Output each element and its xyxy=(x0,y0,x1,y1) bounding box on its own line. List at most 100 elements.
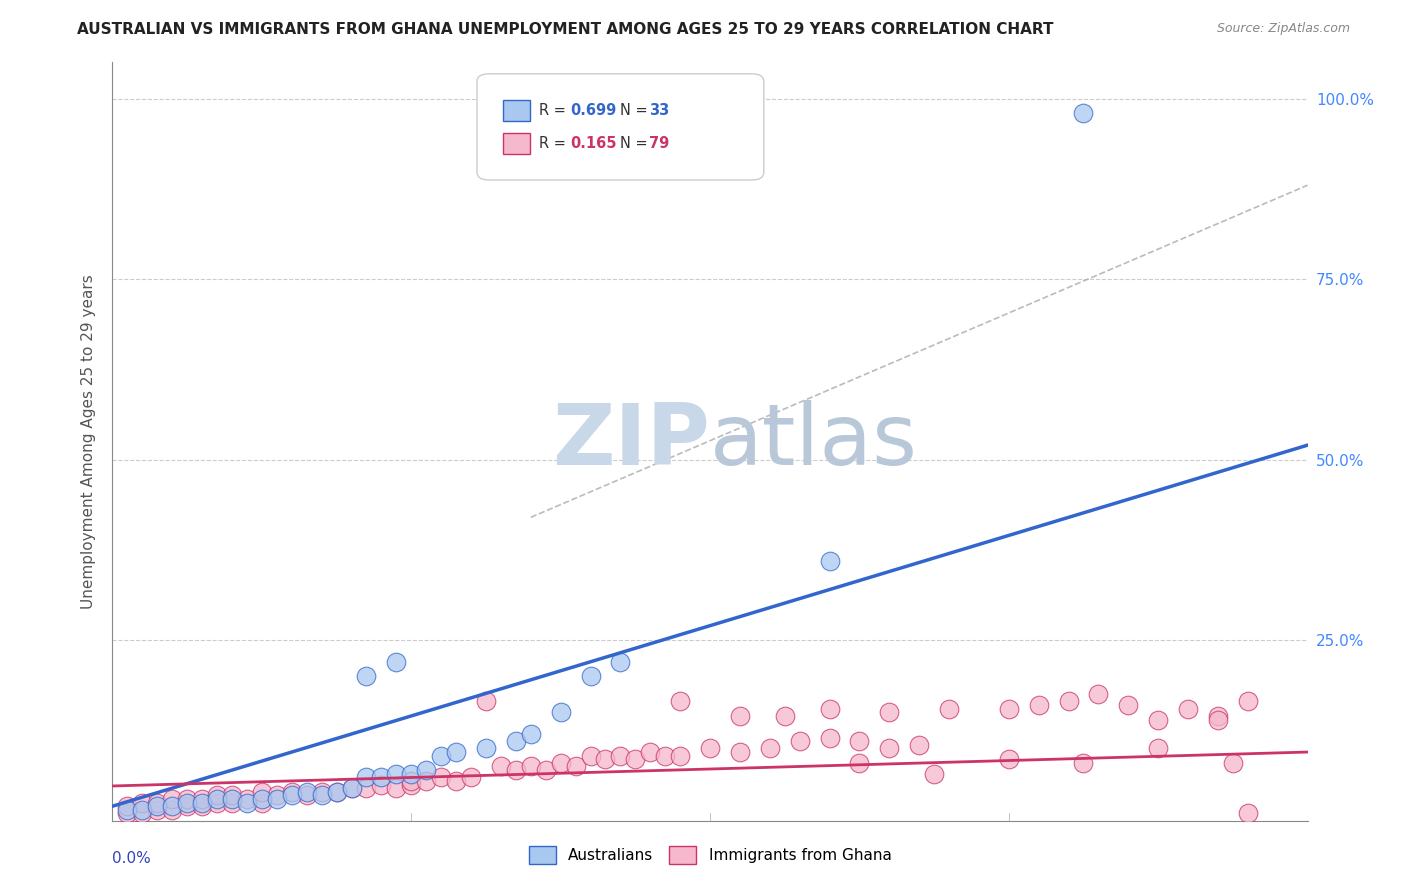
Point xyxy=(356,669,378,683)
Point xyxy=(444,773,467,788)
Text: 0.0%: 0.0% xyxy=(112,851,152,866)
Text: atlas: atlas xyxy=(710,400,918,483)
Point xyxy=(191,792,214,806)
Point xyxy=(370,778,392,792)
Point xyxy=(1237,694,1260,708)
Point xyxy=(131,803,153,817)
Point xyxy=(311,789,333,803)
Point xyxy=(415,773,437,788)
Point xyxy=(176,796,198,810)
Text: Source: ZipAtlas.com: Source: ZipAtlas.com xyxy=(1216,22,1350,36)
Text: N =: N = xyxy=(620,136,652,151)
Point xyxy=(1073,106,1095,120)
Point xyxy=(325,785,347,799)
Point xyxy=(176,799,198,814)
Text: R =: R = xyxy=(538,103,571,118)
Point xyxy=(221,792,243,806)
Point xyxy=(205,789,228,803)
Point xyxy=(146,803,169,817)
Point xyxy=(162,799,183,814)
Point xyxy=(146,796,169,810)
Point xyxy=(340,781,363,796)
Point xyxy=(877,706,901,720)
Point xyxy=(1057,694,1080,708)
Point xyxy=(340,781,363,796)
Point xyxy=(311,785,333,799)
Text: N =: N = xyxy=(620,103,652,118)
Point xyxy=(1118,698,1140,712)
Point xyxy=(789,734,811,748)
Point xyxy=(401,773,423,788)
Point xyxy=(356,770,378,784)
Point xyxy=(922,766,945,780)
Point xyxy=(475,741,498,756)
Point xyxy=(624,752,647,766)
Text: ZIP: ZIP xyxy=(553,400,710,483)
Point xyxy=(191,796,214,810)
Point xyxy=(281,789,304,803)
Point xyxy=(415,763,437,777)
Point xyxy=(1073,756,1095,770)
Point xyxy=(385,655,408,669)
Point xyxy=(385,781,408,796)
Point xyxy=(520,759,543,773)
Point xyxy=(654,748,676,763)
Text: 0.165: 0.165 xyxy=(571,136,617,151)
Point xyxy=(117,803,139,817)
Point xyxy=(609,655,631,669)
Point xyxy=(728,709,751,723)
Point xyxy=(475,694,498,708)
Point xyxy=(550,756,572,770)
Point xyxy=(1087,687,1109,701)
Point xyxy=(281,785,304,799)
Point xyxy=(998,702,1021,716)
Point xyxy=(356,781,378,796)
Text: 33: 33 xyxy=(650,103,669,118)
Point xyxy=(998,752,1021,766)
Point xyxy=(221,796,243,810)
Point xyxy=(818,702,841,716)
Point xyxy=(117,799,139,814)
Point xyxy=(1028,698,1050,712)
Text: 0.699: 0.699 xyxy=(571,103,616,118)
Point xyxy=(1147,713,1170,727)
Point xyxy=(401,778,423,792)
Point xyxy=(773,709,796,723)
Point xyxy=(1206,709,1229,723)
Point xyxy=(1222,756,1244,770)
Point xyxy=(759,741,782,756)
Point xyxy=(191,799,214,814)
Point xyxy=(176,792,198,806)
Point xyxy=(938,702,960,716)
Point xyxy=(162,792,183,806)
Point xyxy=(236,792,259,806)
Text: AUSTRALIAN VS IMMIGRANTS FROM GHANA UNEMPLOYMENT AMONG AGES 25 TO 29 YEARS CORRE: AUSTRALIAN VS IMMIGRANTS FROM GHANA UNEM… xyxy=(77,22,1054,37)
Point xyxy=(221,789,243,803)
Legend: Australians, Immigrants from Ghana: Australians, Immigrants from Ghana xyxy=(523,840,897,870)
Point xyxy=(908,738,931,752)
Text: 79: 79 xyxy=(650,136,669,151)
Point xyxy=(818,554,841,568)
Point xyxy=(1237,806,1260,821)
Text: R =: R = xyxy=(538,136,571,151)
Point xyxy=(162,803,183,817)
FancyBboxPatch shape xyxy=(503,100,530,120)
Point xyxy=(579,748,602,763)
Point xyxy=(1147,741,1170,756)
Y-axis label: Unemployment Among Ages 25 to 29 years: Unemployment Among Ages 25 to 29 years xyxy=(80,274,96,609)
Point xyxy=(848,734,870,748)
Point xyxy=(266,792,288,806)
Point xyxy=(489,759,512,773)
Point xyxy=(131,806,153,821)
Point xyxy=(505,734,527,748)
Point xyxy=(564,759,586,773)
Point xyxy=(848,756,870,770)
Point xyxy=(609,748,631,763)
Point xyxy=(669,748,692,763)
FancyBboxPatch shape xyxy=(503,133,530,154)
Point xyxy=(117,806,139,821)
Point xyxy=(699,741,721,756)
Point xyxy=(505,763,527,777)
Point xyxy=(236,796,259,810)
Point xyxy=(877,741,901,756)
